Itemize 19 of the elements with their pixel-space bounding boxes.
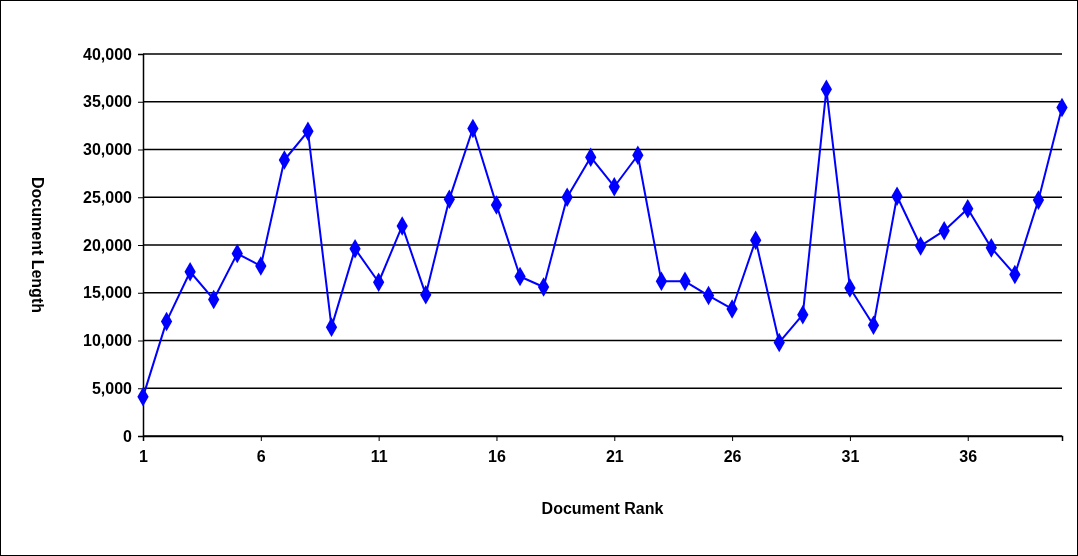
x-tick-label: 36 <box>959 448 978 466</box>
y-tick-label: 5,000 <box>91 379 133 397</box>
y-tick-label: 20,000 <box>83 236 133 254</box>
y-tick-label: 10,000 <box>83 332 133 350</box>
y-tick-label: 0 <box>123 427 133 445</box>
y-axis-title: Document Length <box>29 177 46 313</box>
x-tick-label: 1 <box>139 448 149 466</box>
x-tick-label: 11 <box>370 448 388 466</box>
y-tick-label: 15,000 <box>83 284 133 302</box>
y-tick-label: 40,000 <box>83 45 133 63</box>
x-tick-label: 21 <box>605 448 624 466</box>
x-tick-label: 31 <box>841 448 860 466</box>
y-tick-label: 30,000 <box>83 141 133 159</box>
x-axis-title: Document Rank <box>541 500 664 517</box>
x-tick-label: 6 <box>256 448 266 466</box>
y-tick-label: 35,000 <box>83 93 133 111</box>
x-tick-label: 26 <box>723 448 742 466</box>
y-tick-label: 25,000 <box>83 188 133 206</box>
x-tick-label: 16 <box>488 448 506 466</box>
